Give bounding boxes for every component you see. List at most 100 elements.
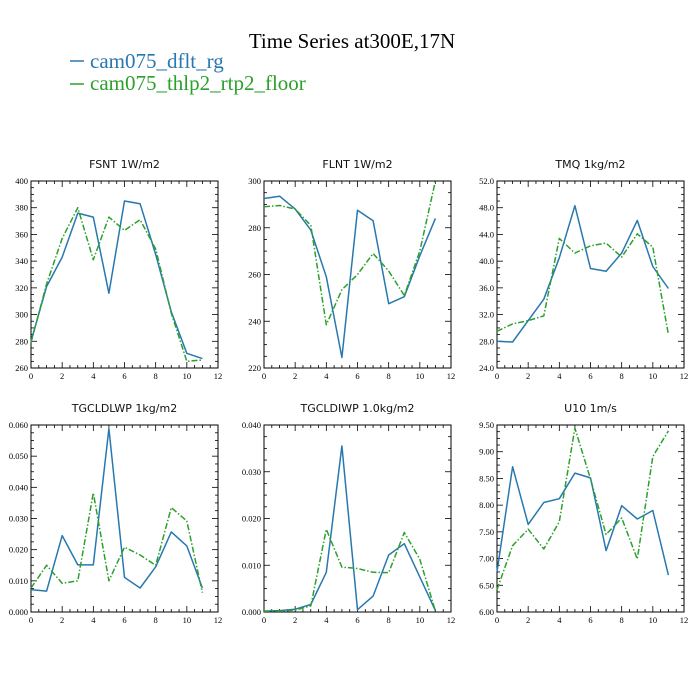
- y-tick-label: 0.030: [242, 467, 261, 477]
- x-tick-label: 2: [60, 371, 64, 381]
- x-tick-label: 10: [183, 371, 192, 381]
- x-tick-label: 2: [60, 615, 64, 625]
- panel-title: FSNT 1W/m2: [89, 158, 160, 171]
- chart-panel-3: TMQ 1kg/m2 0 2 4 6 8 10 12 24.0 28.0 32.0 36.0 40.0 4…: [479, 158, 688, 381]
- legend-label-1: cam075_dflt_rg: [90, 49, 224, 73]
- x-tick-label: 0: [262, 371, 266, 381]
- series-line-1: [263, 445, 437, 612]
- y-tick-label: 240: [248, 316, 261, 326]
- y-tick-label: 9.00: [479, 447, 494, 457]
- y-tick-label: 280: [15, 336, 28, 346]
- x-tick-label: 12: [680, 371, 689, 381]
- x-tick-label: 12: [447, 371, 456, 381]
- chart-panels: FSNT 1W/m20 2 4 6 8 10 12260280300320340360380…: [9, 158, 688, 625]
- y-tick-label: 0.000: [242, 607, 261, 617]
- x-tick-label: 0: [495, 371, 499, 381]
- panel-title: TGCLDLWP 1kg/m2: [71, 402, 177, 415]
- x-tick-label: 6: [355, 615, 359, 625]
- y-tick-label: 0.000: [9, 607, 28, 617]
- y-tick-label: 0.010: [242, 560, 261, 570]
- panel-title: U10 1m/s: [564, 402, 617, 415]
- y-tick-label: 380: [15, 203, 28, 213]
- x-tick-label: 4: [91, 371, 96, 381]
- x-tick-label: 10: [183, 615, 192, 625]
- panel-title: TGCLDIWP 1.0kg/m2: [299, 402, 414, 415]
- x-tick-label: 12: [214, 371, 223, 381]
- x-tick-label: 2: [293, 615, 297, 625]
- legend: cam075_dflt_rg cam075_thlp2_rtp2_floor: [70, 49, 306, 95]
- chart-panel-2: FLNT 1W/m2 0 2 4 6 8 10 12 220 240 260 280 300: [248, 158, 455, 381]
- y-tick-label: 44.0: [479, 229, 494, 239]
- figure-title: Time Series at300E,17N: [249, 29, 455, 53]
- y-tick-label: 8.00: [479, 500, 494, 510]
- series-line-2: [264, 528, 437, 612]
- chart-panel-6: U10 1m/s 0 2 4 6 8 10 12 6.00 6.50 7.00 7.50 8.00 8.5…: [479, 402, 688, 625]
- x-tick-label: 6: [122, 371, 126, 381]
- y-tick-label: 6.00: [479, 607, 494, 617]
- y-tick-label: 0.040: [242, 420, 261, 430]
- y-tick-label: 6.50: [479, 580, 494, 590]
- x-tick-label: 6: [588, 371, 592, 381]
- y-tick-label: 0.040: [9, 482, 28, 492]
- x-tick-label: 10: [649, 371, 658, 381]
- panel-title: TMQ 1kg/m2: [554, 158, 625, 171]
- x-tick-label: 6: [588, 615, 592, 625]
- series-line-2: [496, 427, 670, 590]
- y-tick-label: 0.030: [9, 514, 28, 524]
- y-tick-label: 9.50: [479, 420, 494, 430]
- y-tick-label: 7.50: [479, 527, 494, 537]
- x-tick-label: 2: [293, 371, 297, 381]
- x-tick-label: 4: [324, 371, 329, 381]
- series-line-1: [496, 465, 670, 576]
- x-tick-label: 4: [557, 615, 562, 625]
- x-tick-label: 4: [324, 615, 329, 625]
- x-tick-label: 0: [495, 615, 499, 625]
- y-tick-label: 300: [15, 310, 28, 320]
- x-tick-label: 0: [29, 371, 33, 381]
- y-tick-label: 48.0: [479, 203, 494, 213]
- y-tick-label: 400: [15, 176, 28, 186]
- y-tick-label: 280: [248, 223, 261, 233]
- plot-frame: [30, 180, 219, 369]
- x-tick-label: 8: [387, 615, 391, 625]
- panel-title: FLNT 1W/m2: [322, 158, 392, 171]
- y-tick-label: 28.0: [479, 336, 494, 346]
- y-tick-label: 0.050: [9, 451, 28, 461]
- x-tick-label: 12: [214, 615, 223, 625]
- series-line-2: [30, 492, 204, 593]
- y-tick-label: 36.0: [479, 283, 494, 293]
- y-tick-label: 32.0: [479, 310, 494, 320]
- y-tick-label: 320: [15, 283, 28, 293]
- x-tick-label: 0: [29, 615, 33, 625]
- x-tick-label: 2: [526, 371, 530, 381]
- series-line-2: [496, 233, 670, 335]
- series-line-1: [30, 427, 204, 592]
- y-tick-label: 0.010: [9, 576, 28, 586]
- x-tick-label: 6: [355, 371, 359, 381]
- chart-panel-4: TGCLDLWP 1kg/m2 0 2 4 6 8 10 12 0.000 0.010 0.020 0…: [9, 402, 222, 625]
- x-tick-label: 4: [557, 371, 562, 381]
- x-tick-label: 8: [154, 371, 158, 381]
- legend-label-2: cam075_thlp2_rtp2_floor: [90, 71, 306, 95]
- x-tick-label: 10: [416, 615, 425, 625]
- y-tick-label: 360: [15, 229, 28, 239]
- x-tick-label: 8: [387, 371, 391, 381]
- x-tick-label: 8: [620, 615, 624, 625]
- series-line-2: [30, 206, 203, 363]
- plot-frame: [496, 180, 685, 369]
- y-tick-label: 260: [15, 363, 28, 373]
- y-tick-label: 52.0: [479, 176, 494, 186]
- x-tick-label: 12: [447, 615, 456, 625]
- x-tick-label: 10: [416, 371, 425, 381]
- y-tick-label: 260: [248, 270, 261, 280]
- y-tick-label: 0.020: [9, 545, 28, 555]
- x-tick-label: 8: [620, 371, 624, 381]
- x-tick-label: 4: [91, 615, 96, 625]
- series-line-1: [263, 195, 437, 359]
- x-tick-label: 12: [680, 615, 689, 625]
- y-tick-label: 340: [15, 256, 28, 266]
- y-tick-label: 300: [248, 176, 261, 186]
- y-tick-label: 220: [248, 363, 261, 373]
- y-tick-label: 7.00: [479, 554, 494, 564]
